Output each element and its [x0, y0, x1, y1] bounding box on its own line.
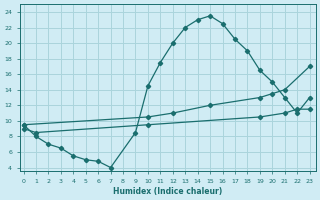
X-axis label: Humidex (Indice chaleur): Humidex (Indice chaleur): [113, 187, 222, 196]
